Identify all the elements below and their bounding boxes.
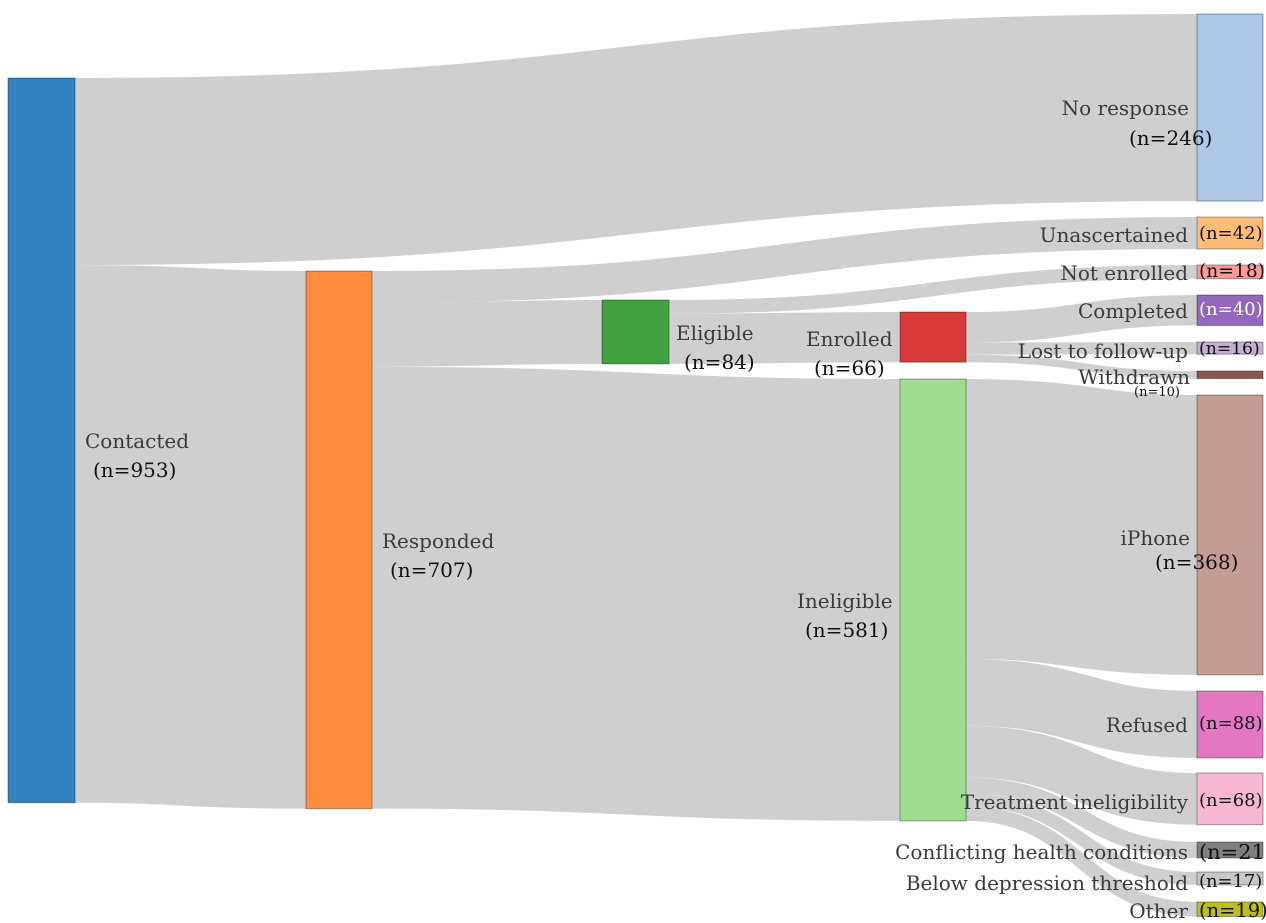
node-eligible (602, 300, 669, 364)
node-contacted (8, 78, 75, 803)
node-label-treatment: Treatment ineligibility (961, 791, 1188, 813)
node-label-eligible: Eligible (676, 322, 754, 344)
link-contacted-to-no_response (75, 108, 1197, 172)
node-count-not-enrolled: (n=18) (1199, 263, 1265, 282)
node-count-unascertained: (n=42) (1199, 225, 1263, 243)
node-label-other: Other (1129, 900, 1188, 922)
node-label-ineligible: Ineligible (797, 590, 893, 612)
node-count-no-response: (n=246) (1129, 128, 1212, 148)
node-responded (306, 271, 372, 809)
node-label-enrolled: Enrolled (806, 328, 893, 350)
node-label-lost: Lost to follow-up (1018, 340, 1188, 362)
node-label-refused: Refused (1106, 714, 1188, 736)
node-count-lost: (n=16) (1199, 341, 1260, 358)
link-contacted-to-responded (75, 534, 306, 540)
node-label-completed: Completed (1078, 300, 1188, 322)
node-count-ineligible: (n=581) (805, 620, 888, 640)
node-label-not-enrolled: Not enrolled (1060, 262, 1188, 284)
sankey-links (75, 108, 1197, 910)
node-count-completed: (n=40) (1199, 301, 1263, 319)
node-no-response (1197, 14, 1263, 201)
node-count-other: (n=19) (1199, 901, 1266, 920)
node-label-contacted: Contacted (85, 430, 189, 452)
link-responded-to-eligible (372, 332, 602, 335)
node-iphone (1197, 395, 1263, 675)
node-label-conflicting: Conflicting health conditions (895, 841, 1188, 863)
node-count-conflicting: (n=21) (1199, 842, 1266, 863)
node-enrolled (900, 312, 966, 362)
node-count-eligible: (n=84) (684, 352, 755, 372)
node-withdrawn (1197, 371, 1263, 379)
node-label-unascertained: Unascertained (1040, 224, 1188, 246)
node-label-no-response: No response (1062, 97, 1189, 119)
node-count-treatment: (n=68) (1199, 792, 1263, 810)
node-count-refused: (n=88) (1199, 715, 1263, 733)
node-count-withdrawn: (n=10) (1134, 386, 1180, 399)
node-count-contacted: (n=953) (93, 460, 176, 480)
node-count-iphone: (n=368) (1155, 552, 1238, 572)
node-count-enrolled: (n=66) (814, 358, 885, 378)
node-label-iphone: iPhone (1121, 527, 1191, 549)
node-label-responded: Responded (382, 530, 494, 552)
node-label-below: Below depression threshold (906, 872, 1188, 894)
node-count-responded: (n=707) (390, 560, 473, 580)
node-ineligible (900, 379, 966, 821)
node-count-below: (n=17) (1199, 873, 1262, 891)
